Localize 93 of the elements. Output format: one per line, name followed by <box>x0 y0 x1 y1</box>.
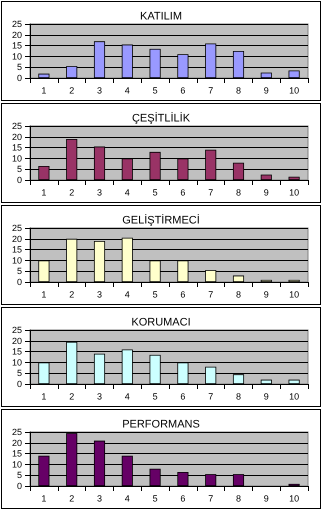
x-tick-label: 9 <box>264 86 269 96</box>
x-tick-label: 8 <box>236 494 242 504</box>
x-tick-label: 3 <box>96 86 102 96</box>
y-tick-label: 20 <box>12 438 22 448</box>
x-tick-label: 9 <box>264 392 269 402</box>
y-tick-label: 15 <box>12 40 22 51</box>
bar <box>288 70 300 78</box>
y-tick-label: 10 <box>12 357 22 368</box>
x-tick-label: 3 <box>96 290 102 300</box>
y-tick-label: 25 <box>12 121 22 131</box>
chart-title: GELİŞTİRMECİ <box>122 214 200 226</box>
x-tick-label: 4 <box>124 290 130 300</box>
y-tick-label: 0 <box>16 73 22 83</box>
x-tick-label: 1 <box>41 494 46 504</box>
y-tick-label: 0 <box>16 481 22 491</box>
chart-title: KORUMACI <box>131 316 191 328</box>
x-tick-label: 2 <box>69 86 74 96</box>
y-tick-label: 25 <box>12 325 22 335</box>
bar <box>260 380 272 384</box>
chart-title: ÇEŞİTLİLİK <box>132 112 191 124</box>
x-tick-label: 4 <box>124 188 130 198</box>
x-tick-label: 10 <box>289 494 300 504</box>
bar <box>232 276 244 282</box>
x-tick-label: 4 <box>124 86 130 96</box>
y-tick-label: 5 <box>16 164 22 174</box>
y-tick-label: 0 <box>16 379 22 389</box>
x-tick-label: 5 <box>152 494 158 504</box>
y-tick-label: 10 <box>12 153 22 164</box>
y-tick-label: 25 <box>12 427 22 437</box>
chart-title: PERFORMANS <box>122 418 200 430</box>
x-tick-label: 7 <box>208 494 214 504</box>
y-tick-label: 10 <box>12 51 22 62</box>
y-tick-label: 10 <box>12 255 22 266</box>
x-tick-label: 7 <box>208 290 214 300</box>
x-tick-label: 4 <box>124 494 130 504</box>
chart-title: KATILIM <box>140 10 182 22</box>
x-tick-label: 6 <box>180 494 186 504</box>
x-tick-label: 3 <box>96 392 102 402</box>
x-tick-label: 10 <box>289 392 300 402</box>
y-tick-label: 5 <box>16 62 22 72</box>
x-tick-label: 10 <box>289 290 300 300</box>
y-tick-label: 20 <box>12 336 22 346</box>
bar <box>288 176 300 180</box>
x-tick-label: 4 <box>124 392 130 402</box>
y-tick-label: 5 <box>16 368 22 378</box>
x-tick-label: 3 <box>96 494 102 504</box>
x-tick-label: 2 <box>69 188 74 198</box>
bar <box>288 380 300 384</box>
x-tick-label: 6 <box>180 86 186 96</box>
bar <box>260 72 272 78</box>
y-tick-label: 5 <box>16 266 22 276</box>
x-tick-label: 1 <box>41 290 46 300</box>
y-tick-label: 15 <box>12 244 22 255</box>
x-tick-label: 2 <box>69 290 74 300</box>
x-tick-label: 9 <box>264 290 269 300</box>
x-tick-label: 8 <box>236 86 242 96</box>
y-tick-label: 25 <box>12 223 22 233</box>
x-tick-label: 2 <box>69 494 74 504</box>
x-tick-label: 6 <box>180 290 186 300</box>
x-tick-label: 8 <box>236 392 242 402</box>
y-tick-label: 0 <box>16 175 22 185</box>
x-tick-label: 1 <box>41 86 46 96</box>
x-tick-label: 6 <box>180 188 186 198</box>
x-tick-label: 7 <box>208 392 214 402</box>
y-tick-label: 15 <box>12 142 22 153</box>
x-tick-label: 8 <box>236 290 242 300</box>
x-tick-label: 5 <box>152 188 158 198</box>
y-tick-label: 20 <box>12 234 22 244</box>
x-tick-label: 9 <box>264 494 269 504</box>
y-tick-label: 0 <box>16 277 22 287</box>
y-tick-label: 20 <box>12 30 22 40</box>
x-tick-label: 8 <box>236 188 242 198</box>
x-tick-label: 10 <box>289 86 300 96</box>
x-tick-label: 9 <box>264 188 269 198</box>
x-tick-label: 2 <box>69 392 74 402</box>
y-tick-label: 5 <box>16 470 22 480</box>
y-tick-label: 15 <box>12 346 22 357</box>
x-tick-label: 5 <box>152 392 158 402</box>
x-tick-label: 1 <box>41 392 46 402</box>
x-tick-label: 6 <box>180 392 186 402</box>
y-tick-label: 10 <box>12 459 22 470</box>
x-tick-label: 5 <box>152 86 158 96</box>
x-tick-label: 5 <box>152 290 158 300</box>
x-tick-label: 10 <box>289 188 300 198</box>
bar <box>260 174 272 180</box>
x-tick-label: 1 <box>41 188 46 198</box>
y-tick-label: 20 <box>12 132 22 142</box>
x-tick-label: 7 <box>208 188 214 198</box>
y-tick-label: 15 <box>12 448 22 459</box>
x-tick-label: 3 <box>96 188 102 198</box>
bar <box>38 74 50 78</box>
x-tick-label: 7 <box>208 86 214 96</box>
y-tick-label: 25 <box>12 19 22 29</box>
